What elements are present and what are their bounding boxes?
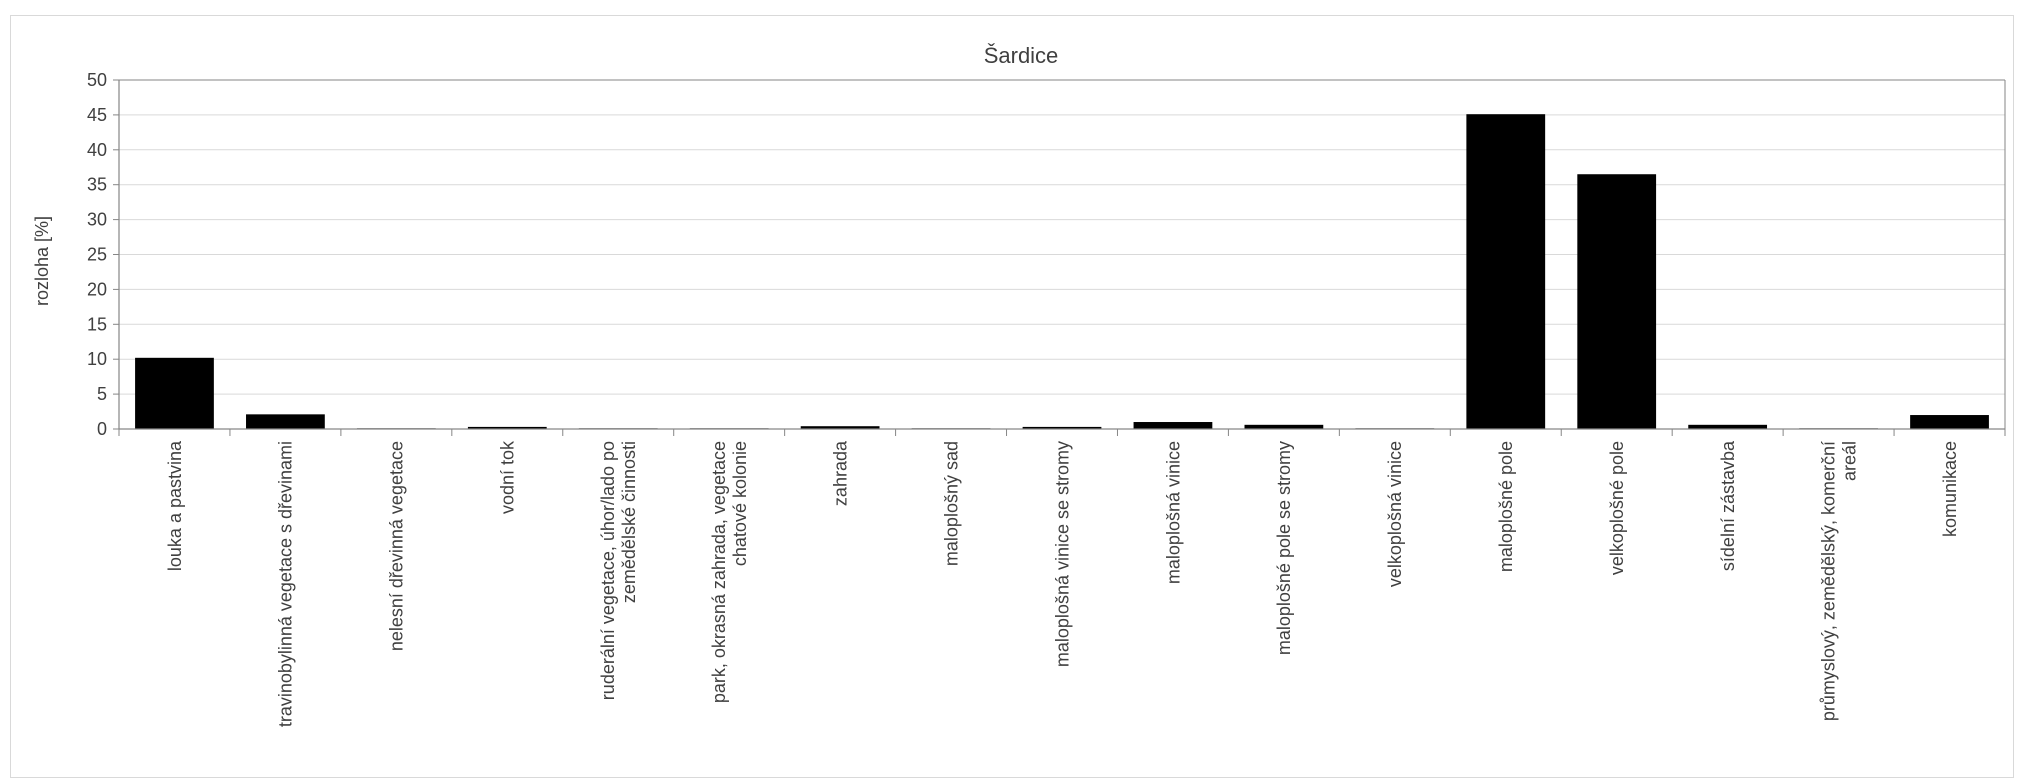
x-tick-label-line: maloplošné pole se stromy xyxy=(1274,441,1294,655)
chart-frame: Šardice rozloha [%] 0 5 10 15 20 25 30 35 40 45 50… xyxy=(10,15,2014,778)
chart-title: Šardice xyxy=(984,43,1059,68)
y-tick-label: 50 xyxy=(87,70,107,90)
bar xyxy=(1133,422,1213,429)
y-tick-label: 40 xyxy=(87,140,107,160)
x-tick-label-line: zahrada xyxy=(830,440,850,506)
bar xyxy=(800,426,880,429)
x-tick-label-line: areál xyxy=(1839,441,1859,481)
x-tick-label: ruderální vegetace, úhor/lado po zeměděls… xyxy=(598,441,639,700)
x-tick-label-line: chatové kolonie xyxy=(730,441,750,566)
x-tick-label-line: sídelní zástavba xyxy=(1718,440,1738,571)
x-tick-label-line: louka a pastvina xyxy=(165,440,185,571)
x-tick-label: maloplošný sad xyxy=(941,441,961,566)
y-tick-label: 0 xyxy=(97,419,107,439)
y-tick-label: 45 xyxy=(87,105,107,125)
x-tick-label: park, okrasná zahrada, vegetace chatové k… xyxy=(709,441,750,703)
bar-chart: Šardice rozloha [%] 0 5 10 15 20 25 30 35 40 45 50… xyxy=(32,43,2006,727)
x-tick-label-line: maloplošné pole xyxy=(1496,441,1516,572)
x-tick-label: sídelní zástavba xyxy=(1718,440,1738,571)
x-tick-label-line: maloplošná vinice xyxy=(1163,441,1183,584)
bar xyxy=(246,414,325,429)
x-tick-label: nelesní dřevinná vegetace xyxy=(387,441,407,651)
x-tick-label-line: komunikace xyxy=(1940,441,1960,537)
x-tick-label: maloplošná vinice xyxy=(1163,441,1183,584)
x-tick-label-line: park, okrasná zahrada, vegetace xyxy=(709,441,729,703)
axes xyxy=(118,79,2006,436)
y-tick-label: 20 xyxy=(87,279,107,299)
x-tick-label-line: travinobylinná vegetace s dřevinami xyxy=(276,441,296,727)
y-tick-labels: 0 5 10 15 20 25 30 35 40 45 50 xyxy=(87,70,107,439)
x-tick-label: louka a pastvina xyxy=(165,440,185,571)
x-tick-label: komunikace xyxy=(1940,441,1960,537)
bar xyxy=(1466,114,1546,430)
x-tick-label-line: ruderální vegetace, úhor/lado po xyxy=(598,441,618,700)
x-tick-label-line: nelesní dřevinná vegetace xyxy=(387,441,407,651)
x-tick-label: vodní tok xyxy=(498,440,518,514)
x-tick-label-line: zemědělské činnosti xyxy=(619,441,639,603)
y-tick-label: 25 xyxy=(87,245,107,265)
y-tick-label: 10 xyxy=(87,349,107,369)
y-tick-label: 35 xyxy=(87,175,107,195)
x-tick-label-line: velkoplošné pole xyxy=(1607,441,1627,575)
x-tick-label: zahrada xyxy=(830,440,850,506)
x-tick-label-line: vodní tok xyxy=(498,440,518,514)
bar xyxy=(1910,415,1989,429)
bar xyxy=(1022,426,1102,429)
bar xyxy=(1577,174,1657,429)
y-tick-label: 30 xyxy=(87,210,107,230)
x-tick-label-line: maloplošná vinice se stromy xyxy=(1052,441,1072,667)
bar xyxy=(1244,424,1324,429)
x-tick-label: travinobylinná vegetace s dřevinami xyxy=(276,441,296,727)
bar xyxy=(135,357,214,429)
x-tick-label: maloplošná vinice se stromy xyxy=(1052,441,1072,667)
x-tick-label: velkoplošná vinice xyxy=(1385,441,1405,587)
x-tick-label: maloplošné pole xyxy=(1496,441,1516,572)
x-tick-label-line: velkoplošná vinice xyxy=(1385,441,1405,587)
bar xyxy=(1688,424,1768,429)
x-tick-label-line: maloplošný sad xyxy=(941,441,961,566)
y-tick-label: 15 xyxy=(87,314,107,334)
x-tick-labels: louka a pastvina travinobylinná vegetace … xyxy=(165,440,1960,727)
y-axis-label: rozloha [%] xyxy=(32,216,52,306)
x-tick-label-line: průmyslový, zemědělský, komerční xyxy=(1818,441,1838,721)
x-tick-label: průmyslový, zemědělský, komerční areál xyxy=(1818,441,1859,721)
bar xyxy=(467,426,547,429)
bars xyxy=(135,114,1989,430)
gridlines xyxy=(113,79,2005,430)
x-tick-label: velkoplošné pole xyxy=(1607,441,1627,575)
y-tick-label: 5 xyxy=(97,384,107,404)
x-tick-label: maloplošné pole se stromy xyxy=(1274,441,1294,655)
